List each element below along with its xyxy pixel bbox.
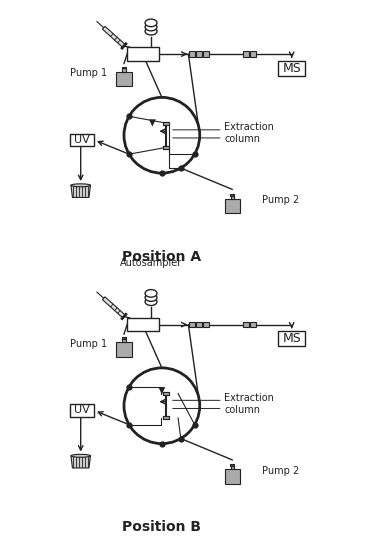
Bar <box>116 342 131 357</box>
Text: MS: MS <box>282 62 301 75</box>
Ellipse shape <box>71 454 90 457</box>
Ellipse shape <box>71 184 90 187</box>
Bar <box>127 318 159 331</box>
Text: Position A: Position A <box>122 250 201 264</box>
Text: Pump 1: Pump 1 <box>70 339 108 348</box>
Bar <box>163 416 169 419</box>
Ellipse shape <box>145 289 157 297</box>
Bar <box>225 199 240 213</box>
Text: UV: UV <box>74 406 90 415</box>
Bar <box>250 51 256 57</box>
Bar <box>127 48 159 61</box>
Text: Autosampler: Autosampler <box>120 258 182 268</box>
Bar <box>203 322 209 327</box>
Bar <box>230 464 235 466</box>
Bar <box>189 51 195 57</box>
Bar <box>225 469 240 484</box>
Bar <box>70 405 94 417</box>
Text: column: column <box>224 405 260 415</box>
Bar <box>243 51 249 57</box>
Bar <box>250 322 256 327</box>
Bar <box>230 195 234 199</box>
Polygon shape <box>102 297 125 318</box>
Ellipse shape <box>145 298 157 306</box>
Bar <box>122 67 126 68</box>
Text: Pump 2: Pump 2 <box>262 195 299 205</box>
Ellipse shape <box>145 19 157 27</box>
Polygon shape <box>159 387 165 394</box>
Bar <box>70 134 94 146</box>
Text: Pump 2: Pump 2 <box>262 466 299 476</box>
Polygon shape <box>149 120 156 127</box>
Ellipse shape <box>145 294 157 301</box>
Bar <box>196 322 202 327</box>
Bar <box>230 194 235 195</box>
Text: column: column <box>224 134 260 144</box>
Text: MS: MS <box>282 332 301 345</box>
Bar <box>278 331 305 346</box>
Polygon shape <box>71 185 90 197</box>
Text: Position B: Position B <box>122 520 201 535</box>
Bar <box>163 122 169 125</box>
Ellipse shape <box>145 23 157 31</box>
Text: Pump 1: Pump 1 <box>70 68 108 78</box>
Bar <box>122 339 126 342</box>
Text: Extraction: Extraction <box>224 393 274 403</box>
Bar <box>230 466 234 469</box>
Text: Extraction: Extraction <box>224 122 274 132</box>
Bar <box>243 322 249 327</box>
Polygon shape <box>102 27 125 48</box>
Text: UV: UV <box>74 135 90 145</box>
Bar <box>163 392 169 395</box>
Bar <box>189 322 195 327</box>
Bar <box>196 51 202 57</box>
Bar <box>278 61 305 76</box>
Bar <box>163 146 169 149</box>
Ellipse shape <box>145 28 157 35</box>
Bar <box>122 68 126 71</box>
Polygon shape <box>71 456 90 468</box>
Bar <box>203 51 209 57</box>
Bar <box>122 337 126 339</box>
Bar <box>116 71 131 86</box>
